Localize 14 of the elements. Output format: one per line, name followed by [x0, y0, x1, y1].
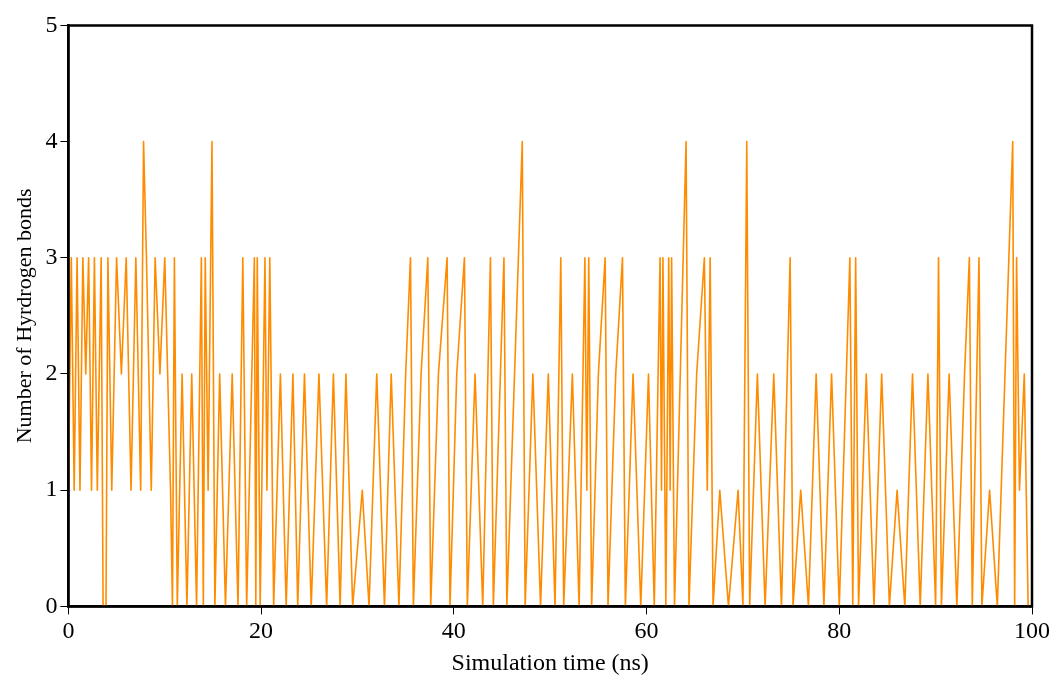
y-tick-label: 2: [45, 359, 58, 386]
x-tick-label: 20: [249, 617, 274, 644]
y-tick-label: 3: [45, 243, 58, 270]
x-tick-label: 40: [441, 617, 466, 644]
y-tick-label: 0: [45, 591, 58, 618]
x-tick-label: 60: [634, 617, 659, 644]
y-tick-label: 4: [45, 126, 58, 153]
y-tick-label: 1: [45, 475, 58, 502]
y-tick-label: 5: [45, 10, 58, 37]
x-tick-label: 0: [62, 617, 75, 644]
x-tick-label: 100: [1014, 617, 1050, 644]
y-axis-title: Number of Hyrdrogen bonds: [10, 188, 36, 444]
x-axis-title: Simulation time (ns): [451, 648, 649, 675]
x-tick-label: 80: [827, 617, 852, 644]
